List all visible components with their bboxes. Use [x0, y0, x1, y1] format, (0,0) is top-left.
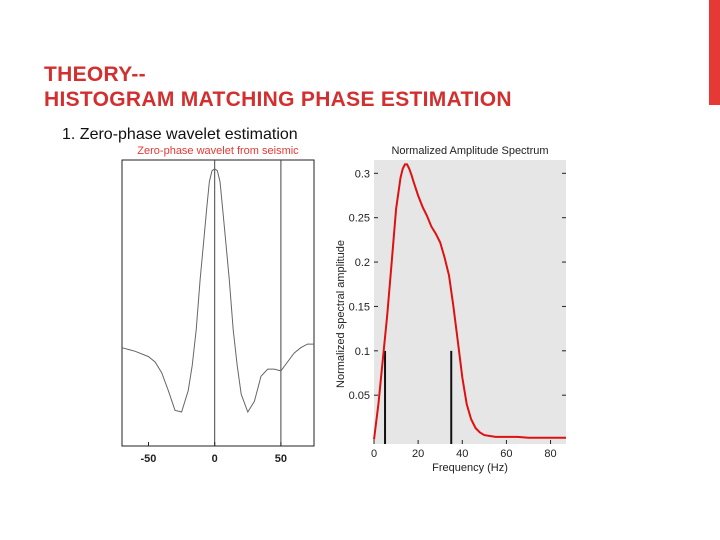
- slide-title-line-1: THEORY--: [44, 63, 146, 86]
- spectrum-x-tick-label-1: 20: [412, 448, 424, 460]
- bullet-item: 1. Zero-phase wavelet estimation: [62, 126, 298, 143]
- wavelet-x-tick-label-2: 50: [275, 453, 287, 465]
- spectrum-y-tick-label-4: 0.25: [349, 213, 370, 225]
- spectrum-y-tick-label-2: 0.15: [349, 301, 370, 313]
- slide-title-line-2: HISTOGRAM MATCHING PHASE ESTIMATION: [44, 88, 512, 111]
- spectrum-chart: Normalized Amplitude Spectrum 0.05 0.1 0.15…: [335, 145, 566, 474]
- spectrum-x-axis-label: Frequency (Hz): [432, 462, 508, 474]
- wavelet-chart-title: Zero-phase wavelet from seismic: [137, 145, 299, 157]
- spectrum-x-tick-label-4: 80: [544, 448, 556, 460]
- spectrum-y-tick-label-5: 0.3: [355, 168, 370, 180]
- spectrum-y-tick-label-3: 0.2: [355, 257, 370, 269]
- wavelet-chart: Zero-phase wavelet from seismic -50 0 50: [121, 145, 315, 465]
- wavelet-plot-frame: [121, 159, 315, 447]
- wavelet-x-tick-label-0: -50: [141, 453, 157, 465]
- wavelet-series-line: [121, 168, 314, 414]
- spectrum-x-tick-label-3: 60: [500, 448, 512, 460]
- wavelet-x-tick-label-1: 0: [212, 453, 218, 465]
- spectrum-y-axis-label: Normalized spectral amplitude: [335, 240, 347, 388]
- spectrum-y-tick-label-0: 0.05: [349, 390, 370, 402]
- spectrum-plot-background: [374, 160, 566, 444]
- spectrum-chart-title: Normalized Amplitude Spectrum: [391, 145, 548, 157]
- slide-title: THEORY-- HISTOGRAM MATCHING PHASE ESTIMA…: [44, 62, 512, 112]
- spectrum-y-tick-label-1: 0.1: [355, 346, 370, 358]
- spectrum-x-tick-label-0: 0: [371, 448, 377, 460]
- accent-bar: [709, 0, 720, 105]
- spectrum-x-tick-label-2: 40: [456, 448, 468, 460]
- spectrum-series-line: [373, 163, 566, 440]
